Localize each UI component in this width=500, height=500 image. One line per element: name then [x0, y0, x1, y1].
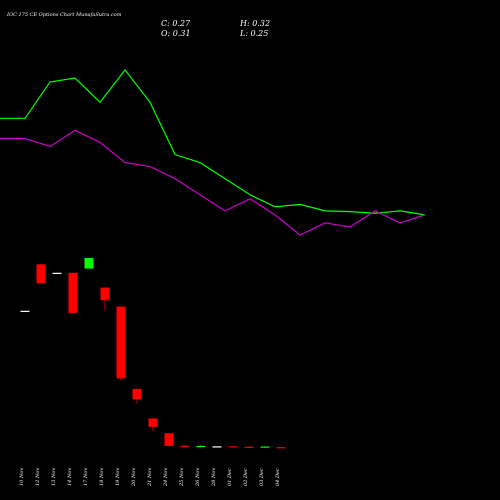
open-readout: O: 0.31 — [161, 29, 191, 38]
x-tick-label: 04 Dec — [275, 468, 281, 486]
x-tick-label: 18 Nov — [99, 468, 105, 486]
candle — [100, 287, 110, 311]
candle-body — [148, 418, 158, 427]
x-tick-label: 10 Nov — [19, 468, 25, 486]
candle-body — [132, 388, 142, 400]
candle-body — [68, 272, 78, 313]
candle — [36, 264, 46, 284]
candle — [244, 446, 254, 448]
candle-body — [212, 446, 222, 448]
x-tick-label: 28 Nov — [211, 468, 217, 487]
x-tick-label: 26 Nov — [195, 468, 201, 487]
candle — [260, 446, 270, 448]
x-tick-label: 13 Nov — [51, 468, 57, 486]
candle — [84, 258, 94, 269]
candle — [132, 388, 142, 404]
candle-body — [180, 445, 190, 447]
candle-body — [276, 447, 286, 449]
candle-body — [228, 446, 238, 448]
candle-body — [164, 433, 174, 446]
candle — [228, 446, 238, 448]
candle-body — [52, 272, 62, 274]
candle-body — [196, 445, 206, 448]
lower-indicator-line — [0, 129, 426, 236]
x-tick-label: 25 Nov — [179, 468, 185, 487]
upper-indicator-line — [0, 69, 426, 216]
candle — [148, 418, 158, 432]
x-tick-label: 01 Dec — [227, 468, 233, 486]
high-readout: H: 0.32 — [239, 19, 270, 28]
x-tick-label: 12 Nov — [35, 468, 41, 486]
candle-body — [36, 264, 46, 284]
x-tick-label: 24 Nov — [163, 468, 169, 487]
x-tick-label: 20 Nov — [131, 468, 137, 487]
candle-body — [244, 446, 254, 448]
candle — [68, 272, 78, 313]
candle-body — [84, 258, 94, 269]
x-tick-label: 19 Nov — [115, 468, 121, 486]
candle-body — [116, 306, 126, 379]
x-tick-label: 14 Nov — [67, 468, 73, 486]
candle — [212, 446, 222, 448]
candle — [116, 306, 126, 381]
chart-title: IOC 175 CE Options Chart MunafaSutra.com — [6, 12, 122, 18]
low-readout: L: 0.25 — [239, 29, 268, 38]
x-tick-label: 02 Dec — [243, 468, 249, 486]
x-tick-label: 17 Nov — [83, 468, 89, 486]
candle-body — [100, 287, 110, 301]
indicator-lines — [0, 69, 426, 236]
candle — [276, 447, 286, 449]
candle-body — [20, 310, 30, 312]
candle — [196, 445, 206, 448]
candle — [164, 433, 174, 447]
x-axis-ticks: 10 Nov 12 Nov 13 Nov 14 Nov 17 Nov 18 Nov 19 N… — [19, 468, 281, 487]
candle-body — [260, 446, 270, 448]
candle — [52, 272, 62, 274]
candle — [180, 445, 190, 447]
x-tick-label: 03 Dec — [259, 468, 265, 486]
x-tick-label: 21 Nov — [147, 468, 153, 487]
close-readout: C: 0.27 — [161, 19, 191, 28]
candles — [20, 258, 286, 449]
candle — [20, 310, 30, 312]
